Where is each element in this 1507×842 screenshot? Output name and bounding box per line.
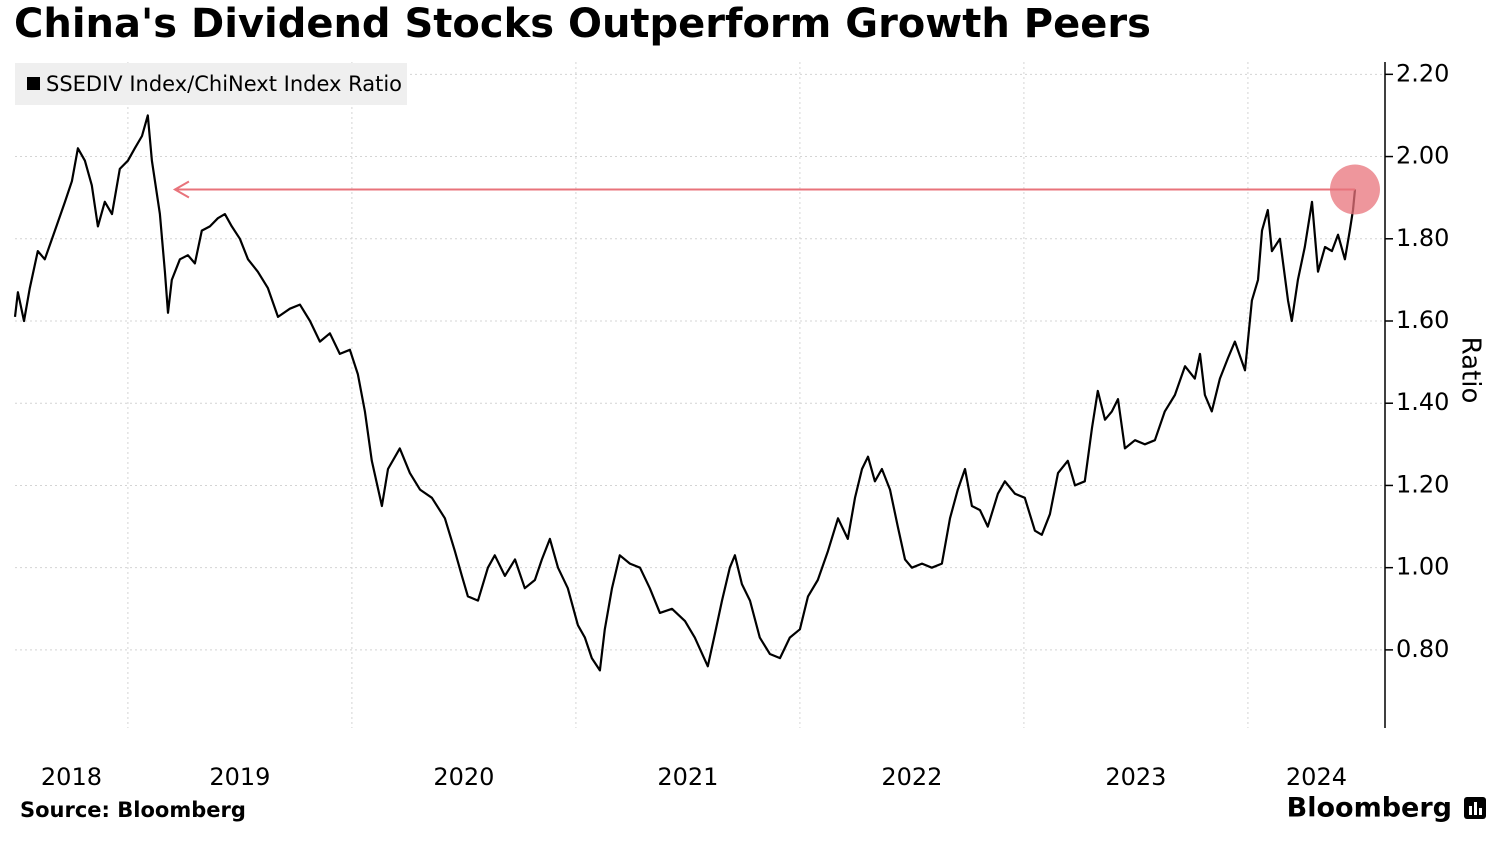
x-tick-label: 2023 (1105, 763, 1166, 791)
y-tick-label: 2.00 (1396, 142, 1449, 170)
arrow-head (172, 180, 190, 199)
legend-swatch (27, 77, 40, 90)
y-axis-label: Ratio (1456, 337, 1486, 404)
logo-icon (1464, 797, 1486, 819)
y-tick-label: 1.20 (1396, 470, 1449, 498)
x-tick-label: 2018 (41, 763, 102, 791)
x-tick-label: 2024 (1286, 763, 1347, 791)
x-tick-label: 2021 (657, 763, 718, 791)
source: Source: Bloomberg (20, 798, 246, 822)
y-tick-label: 0.80 (1396, 635, 1449, 663)
y-tick-label: 1.80 (1396, 224, 1449, 252)
x-tick-label: 2019 (209, 763, 270, 791)
y-tick-label: 1.40 (1396, 388, 1449, 416)
y-tick-label: 2.20 (1396, 59, 1449, 87)
y-tick-label: 1.00 (1396, 553, 1449, 581)
highlight-circle (1329, 164, 1380, 215)
y-tick-label: 1.60 (1396, 306, 1449, 334)
chart-title: China's Dividend Stocks Outperform Growt… (14, 1, 1151, 47)
x-tick-label: 2022 (881, 763, 942, 791)
legend-label: SSEDIV Index/ChiNext Index Ratio (46, 72, 402, 96)
legend-box (15, 63, 407, 105)
data-line (13, 114, 1357, 672)
logo: Bloomberg (1287, 793, 1452, 824)
x-tick-label: 2020 (433, 763, 494, 791)
